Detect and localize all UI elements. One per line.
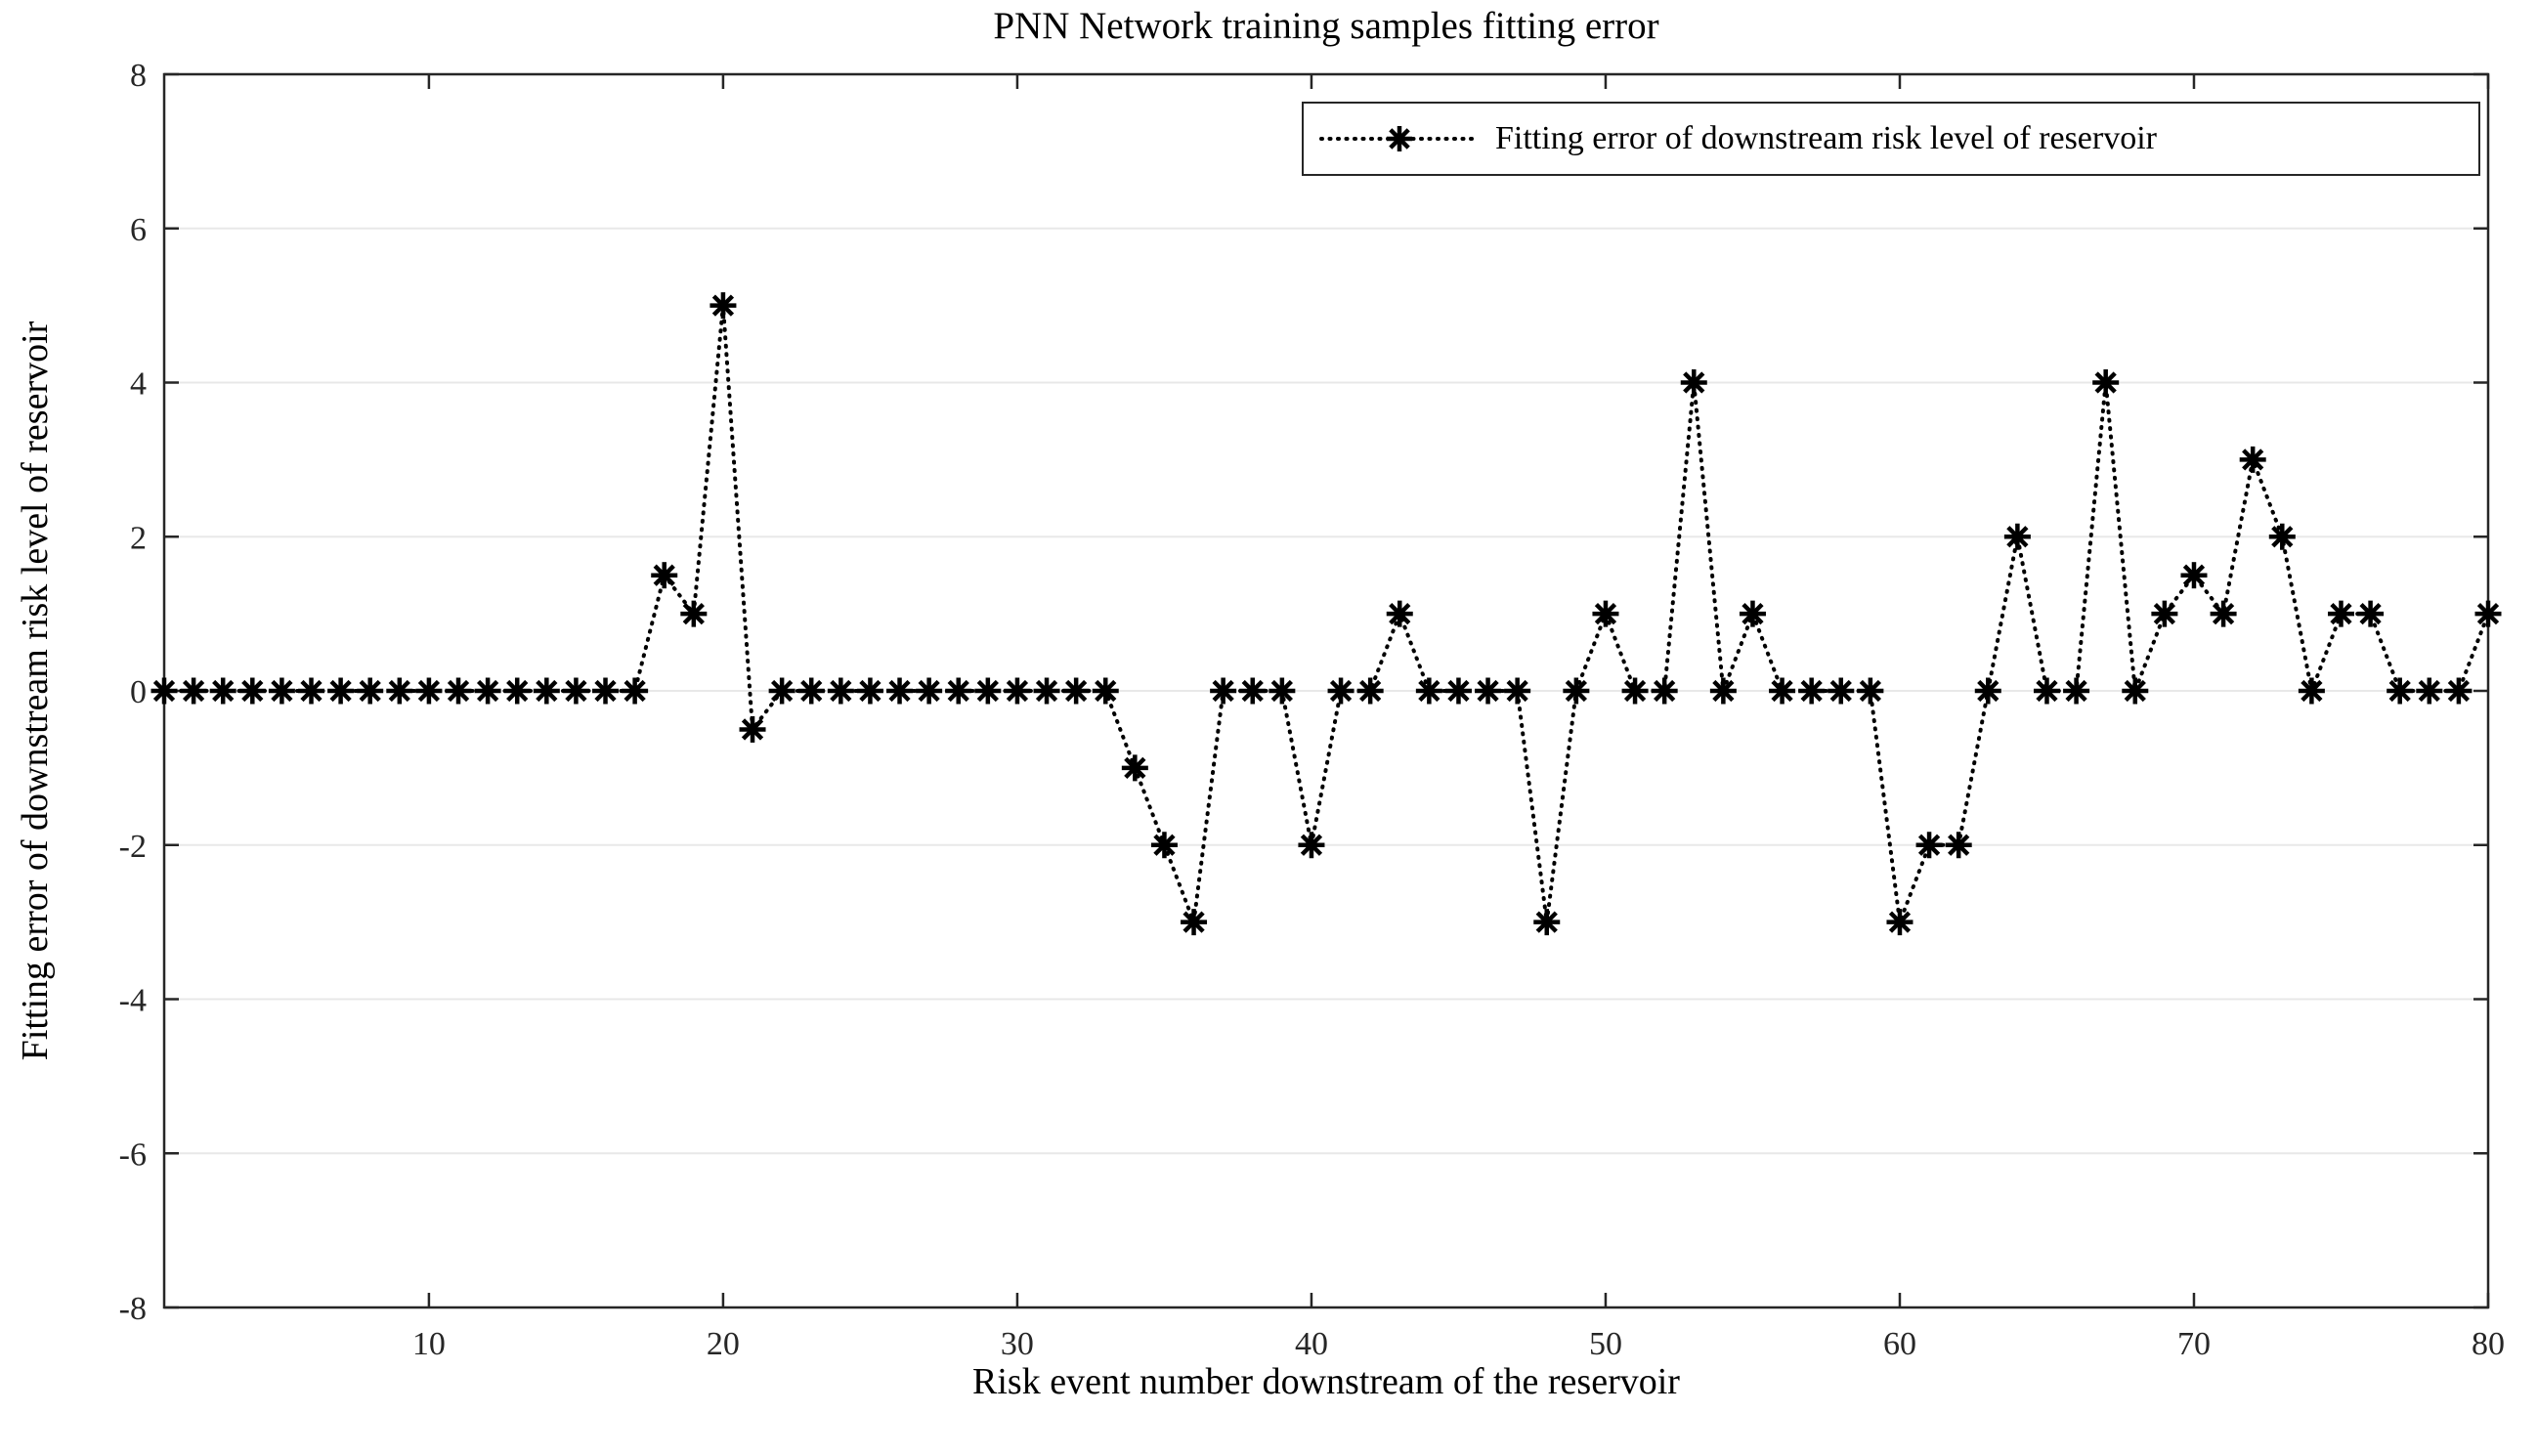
x-axis-label: Risk event number downstream of the rese… <box>972 1361 1680 1402</box>
svg-text:70: 70 <box>2177 1326 2211 1362</box>
svg-text:8: 8 <box>130 58 147 94</box>
svg-text:6: 6 <box>130 212 147 248</box>
legend-label: Fitting error of downstream risk level o… <box>1495 120 2157 156</box>
legend: Fitting error of downstream risk level o… <box>1302 102 2480 176</box>
svg-text:0: 0 <box>130 674 147 710</box>
svg-text:-8: -8 <box>119 1291 147 1327</box>
svg-text:-6: -6 <box>119 1136 147 1173</box>
svg-text:2: 2 <box>130 520 147 556</box>
svg-text:40: 40 <box>1295 1326 1328 1362</box>
svg-text:80: 80 <box>2472 1326 2505 1362</box>
svg-text:30: 30 <box>1001 1326 1034 1362</box>
svg-text:20: 20 <box>707 1326 740 1362</box>
svg-text:4: 4 <box>130 366 147 403</box>
svg-text:60: 60 <box>1883 1326 1916 1362</box>
svg-text:-4: -4 <box>119 983 147 1019</box>
svg-text:10: 10 <box>412 1326 446 1362</box>
chart-title: PNN Network training samples fitting err… <box>993 5 1659 47</box>
asterisk-dotted-line-icon <box>1319 126 1480 151</box>
y-axis-label: Fitting error of downstream risk level o… <box>15 321 56 1061</box>
svg-text:50: 50 <box>1589 1326 1622 1362</box>
svg-text:-2: -2 <box>119 829 147 865</box>
